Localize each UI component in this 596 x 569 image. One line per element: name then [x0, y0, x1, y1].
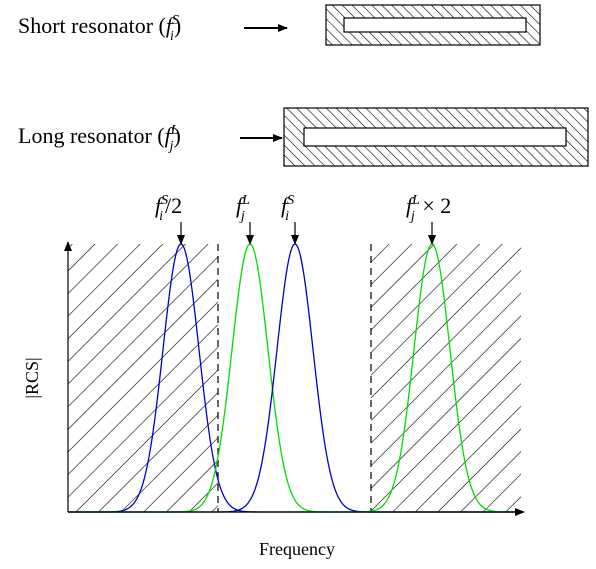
hatched-region-low — [68, 244, 218, 512]
long-resonator-label: Long resonator (fL j) — [18, 123, 181, 154]
short-resonator-label: Short resonator (fS i) — [18, 13, 181, 44]
x-axis-label: Frequency — [259, 539, 335, 559]
peak-label-4: fL j × 2 — [406, 193, 451, 224]
peak-labels: fS i/2 fL j fS i fL j × 2 — [155, 193, 451, 245]
long-resonator-shape — [283, 107, 589, 167]
short-resonator-shape — [325, 4, 541, 46]
peak-label-3: fS i — [281, 193, 294, 224]
y-axis-label: |RCS| — [22, 357, 42, 398]
peak-label-2: fL j — [236, 193, 250, 224]
hatched-region-high — [371, 244, 521, 512]
peak-label-1: fS i/2 — [155, 193, 182, 224]
